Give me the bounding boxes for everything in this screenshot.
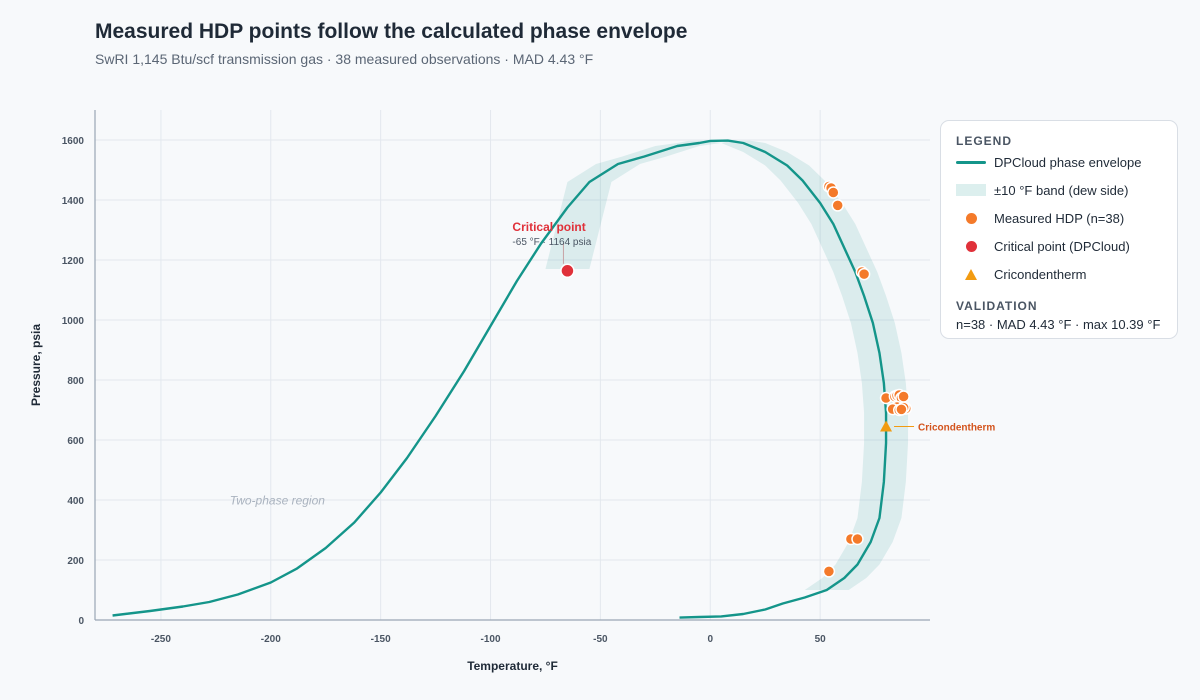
two-phase-region-label: Two-phase region	[230, 494, 325, 508]
triangle-icon	[956, 267, 986, 281]
x-tick-label: -200	[261, 634, 281, 645]
validation-text: n=38 · MAD 4.43 °F · max 10.39 °F	[956, 317, 1161, 332]
line-swatch-icon	[956, 155, 986, 169]
legend-item-cricondentherm: Cricondentherm	[956, 260, 1162, 288]
legend-item-label: ±10 °F band (dew side)	[994, 182, 1129, 198]
critical-point-detail: -65 °F · 1164 psia	[512, 237, 591, 248]
cricondentherm-marker	[880, 420, 893, 432]
x-tick-label: -100	[481, 634, 501, 645]
y-axis-label: Pressure, psia	[29, 324, 43, 406]
y-tick-label: 200	[67, 556, 84, 567]
legend-item-band: ±10 °F band (dew side)	[956, 176, 1162, 204]
phase-envelope-line	[112, 139, 888, 619]
band-swatch-icon	[956, 183, 986, 197]
x-tick-label: -250	[151, 634, 171, 645]
x-tick-label: 0	[707, 634, 713, 645]
y-tick-label: 1400	[62, 196, 85, 207]
measured-hdp-point	[827, 186, 840, 199]
measured-hdp-point	[851, 532, 864, 546]
validation-heading: VALIDATION	[956, 299, 1038, 313]
legend-item-label: Cricondentherm	[994, 266, 1087, 282]
critical-point-label: Critical point	[512, 220, 585, 234]
x-tick-label: -50	[593, 634, 608, 645]
legend-heading: LEGEND	[956, 134, 1013, 148]
y-tick-label: 1000	[62, 316, 85, 327]
y-tick-label: 0	[78, 616, 84, 627]
legend-item-label: Measured HDP (n=38)	[994, 210, 1125, 226]
x-tick-label: 50	[815, 634, 827, 645]
chart-title: Measured HDP points follow the calculate…	[95, 20, 688, 43]
measured-hdp-point	[897, 390, 910, 403]
orange-dot-icon	[956, 211, 986, 225]
dew-side-band	[545, 140, 909, 590]
legend-panel: LEGEND DPCloud phase envelope ±10 °F ban…	[940, 120, 1178, 339]
y-tick-label: 1200	[62, 256, 85, 267]
y-tick-label: 600	[67, 436, 84, 447]
legend-item-label: DPCloud phase envelope	[994, 154, 1142, 170]
legend-item-measured: Measured HDP (n=38)	[956, 204, 1162, 232]
measured-hdp-point	[831, 199, 844, 212]
measured-hdp-point	[822, 565, 836, 578]
critical-point-marker	[560, 263, 575, 279]
legend-item-critical: Critical point (DPCloud)	[956, 232, 1162, 260]
x-tick-label: -150	[371, 634, 391, 645]
measured-hdp-point	[857, 267, 871, 281]
legend-item-envelope: DPCloud phase envelope	[956, 148, 1162, 176]
cricondentherm-label: Cricondentherm	[918, 423, 995, 434]
chart-subtitle: SwRI 1,145 Btu/scf transmission gas · 38…	[95, 51, 594, 67]
red-dot-icon	[956, 239, 986, 253]
y-tick-label: 800	[67, 376, 84, 387]
y-tick-label: 1600	[62, 136, 85, 147]
measured-hdp-point	[895, 403, 908, 416]
legend-item-label: Critical point (DPCloud)	[994, 238, 1130, 254]
y-tick-label: 400	[67, 496, 84, 507]
x-axis-label: Temperature, °F	[467, 659, 558, 673]
